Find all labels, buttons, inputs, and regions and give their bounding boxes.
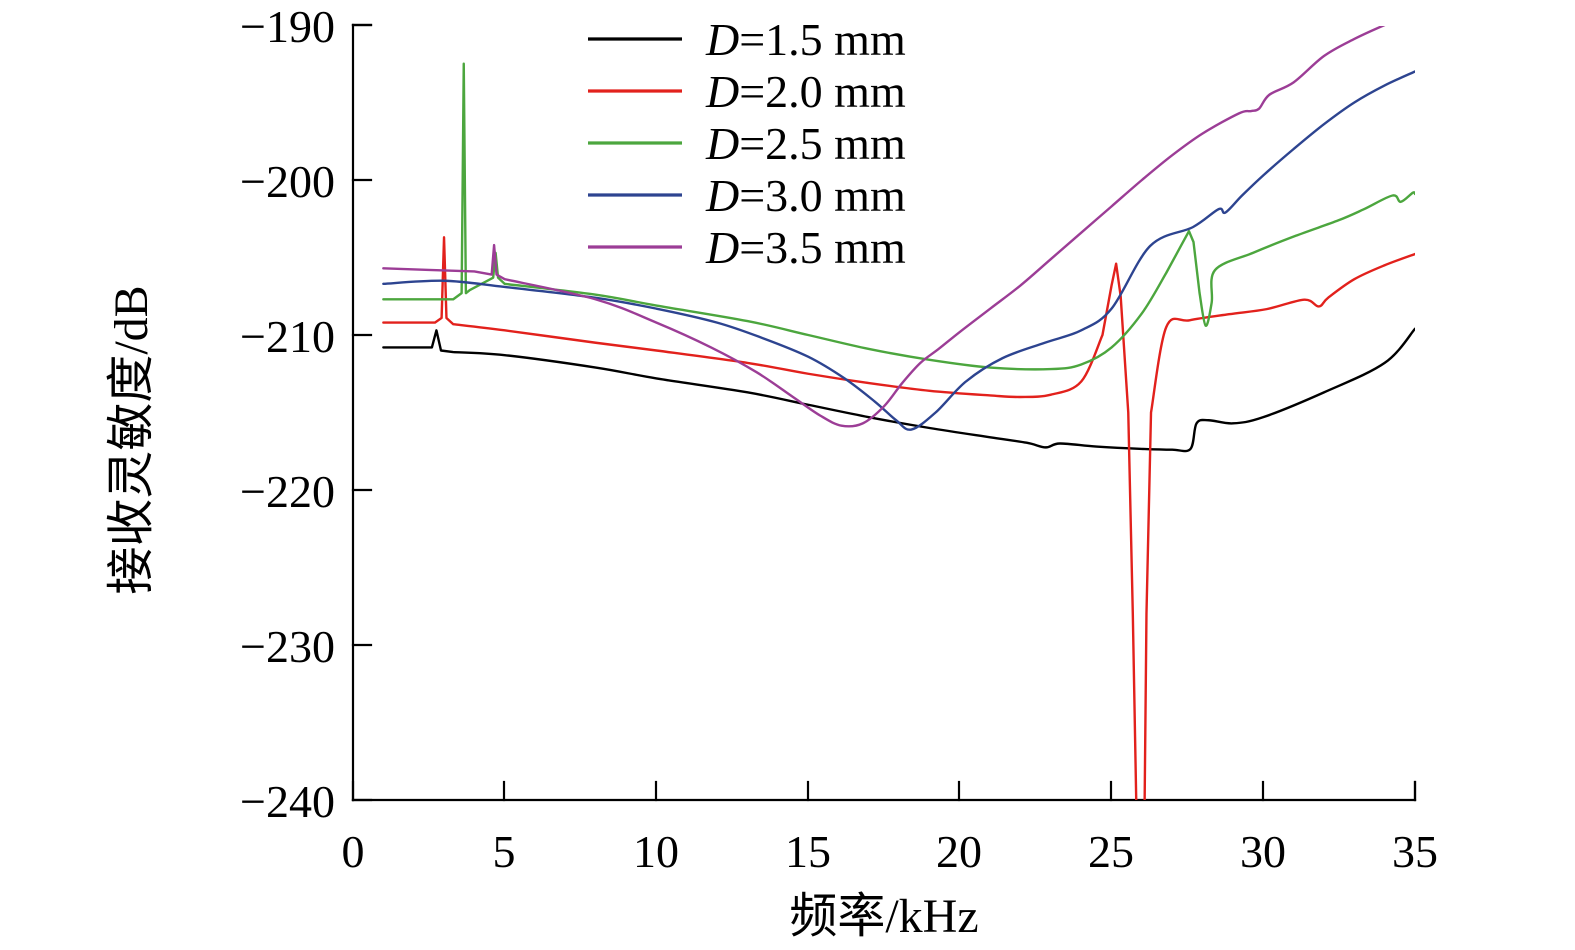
svg-text:D=3.5 mm: D=3.5 mm (705, 222, 906, 273)
svg-text:35: 35 (1392, 826, 1438, 877)
svg-text:−200: −200 (240, 156, 335, 207)
svg-text:D=2.5 mm: D=2.5 mm (705, 118, 906, 169)
svg-text:−240: −240 (240, 776, 335, 827)
svg-text:D=3.0 mm: D=3.0 mm (705, 170, 906, 221)
svg-text:D=2.0 mm: D=2.0 mm (705, 66, 906, 117)
svg-text:频率/kHz: 频率/kHz (789, 890, 978, 943)
svg-text:30: 30 (1240, 826, 1286, 877)
svg-text:20: 20 (936, 826, 982, 877)
svg-text:−210: −210 (240, 311, 335, 362)
svg-text:−230: −230 (240, 621, 335, 672)
svg-text:0: 0 (342, 826, 365, 877)
svg-text:10: 10 (633, 826, 679, 877)
svg-text:5: 5 (493, 826, 516, 877)
svg-text:接收灵敏度/dB: 接收灵敏度/dB (105, 285, 158, 594)
svg-text:D=1.5 mm: D=1.5 mm (705, 14, 906, 65)
svg-text:−190: −190 (240, 1, 335, 52)
svg-text:15: 15 (785, 826, 831, 877)
svg-text:−220: −220 (240, 466, 335, 517)
svg-text:25: 25 (1088, 826, 1134, 877)
